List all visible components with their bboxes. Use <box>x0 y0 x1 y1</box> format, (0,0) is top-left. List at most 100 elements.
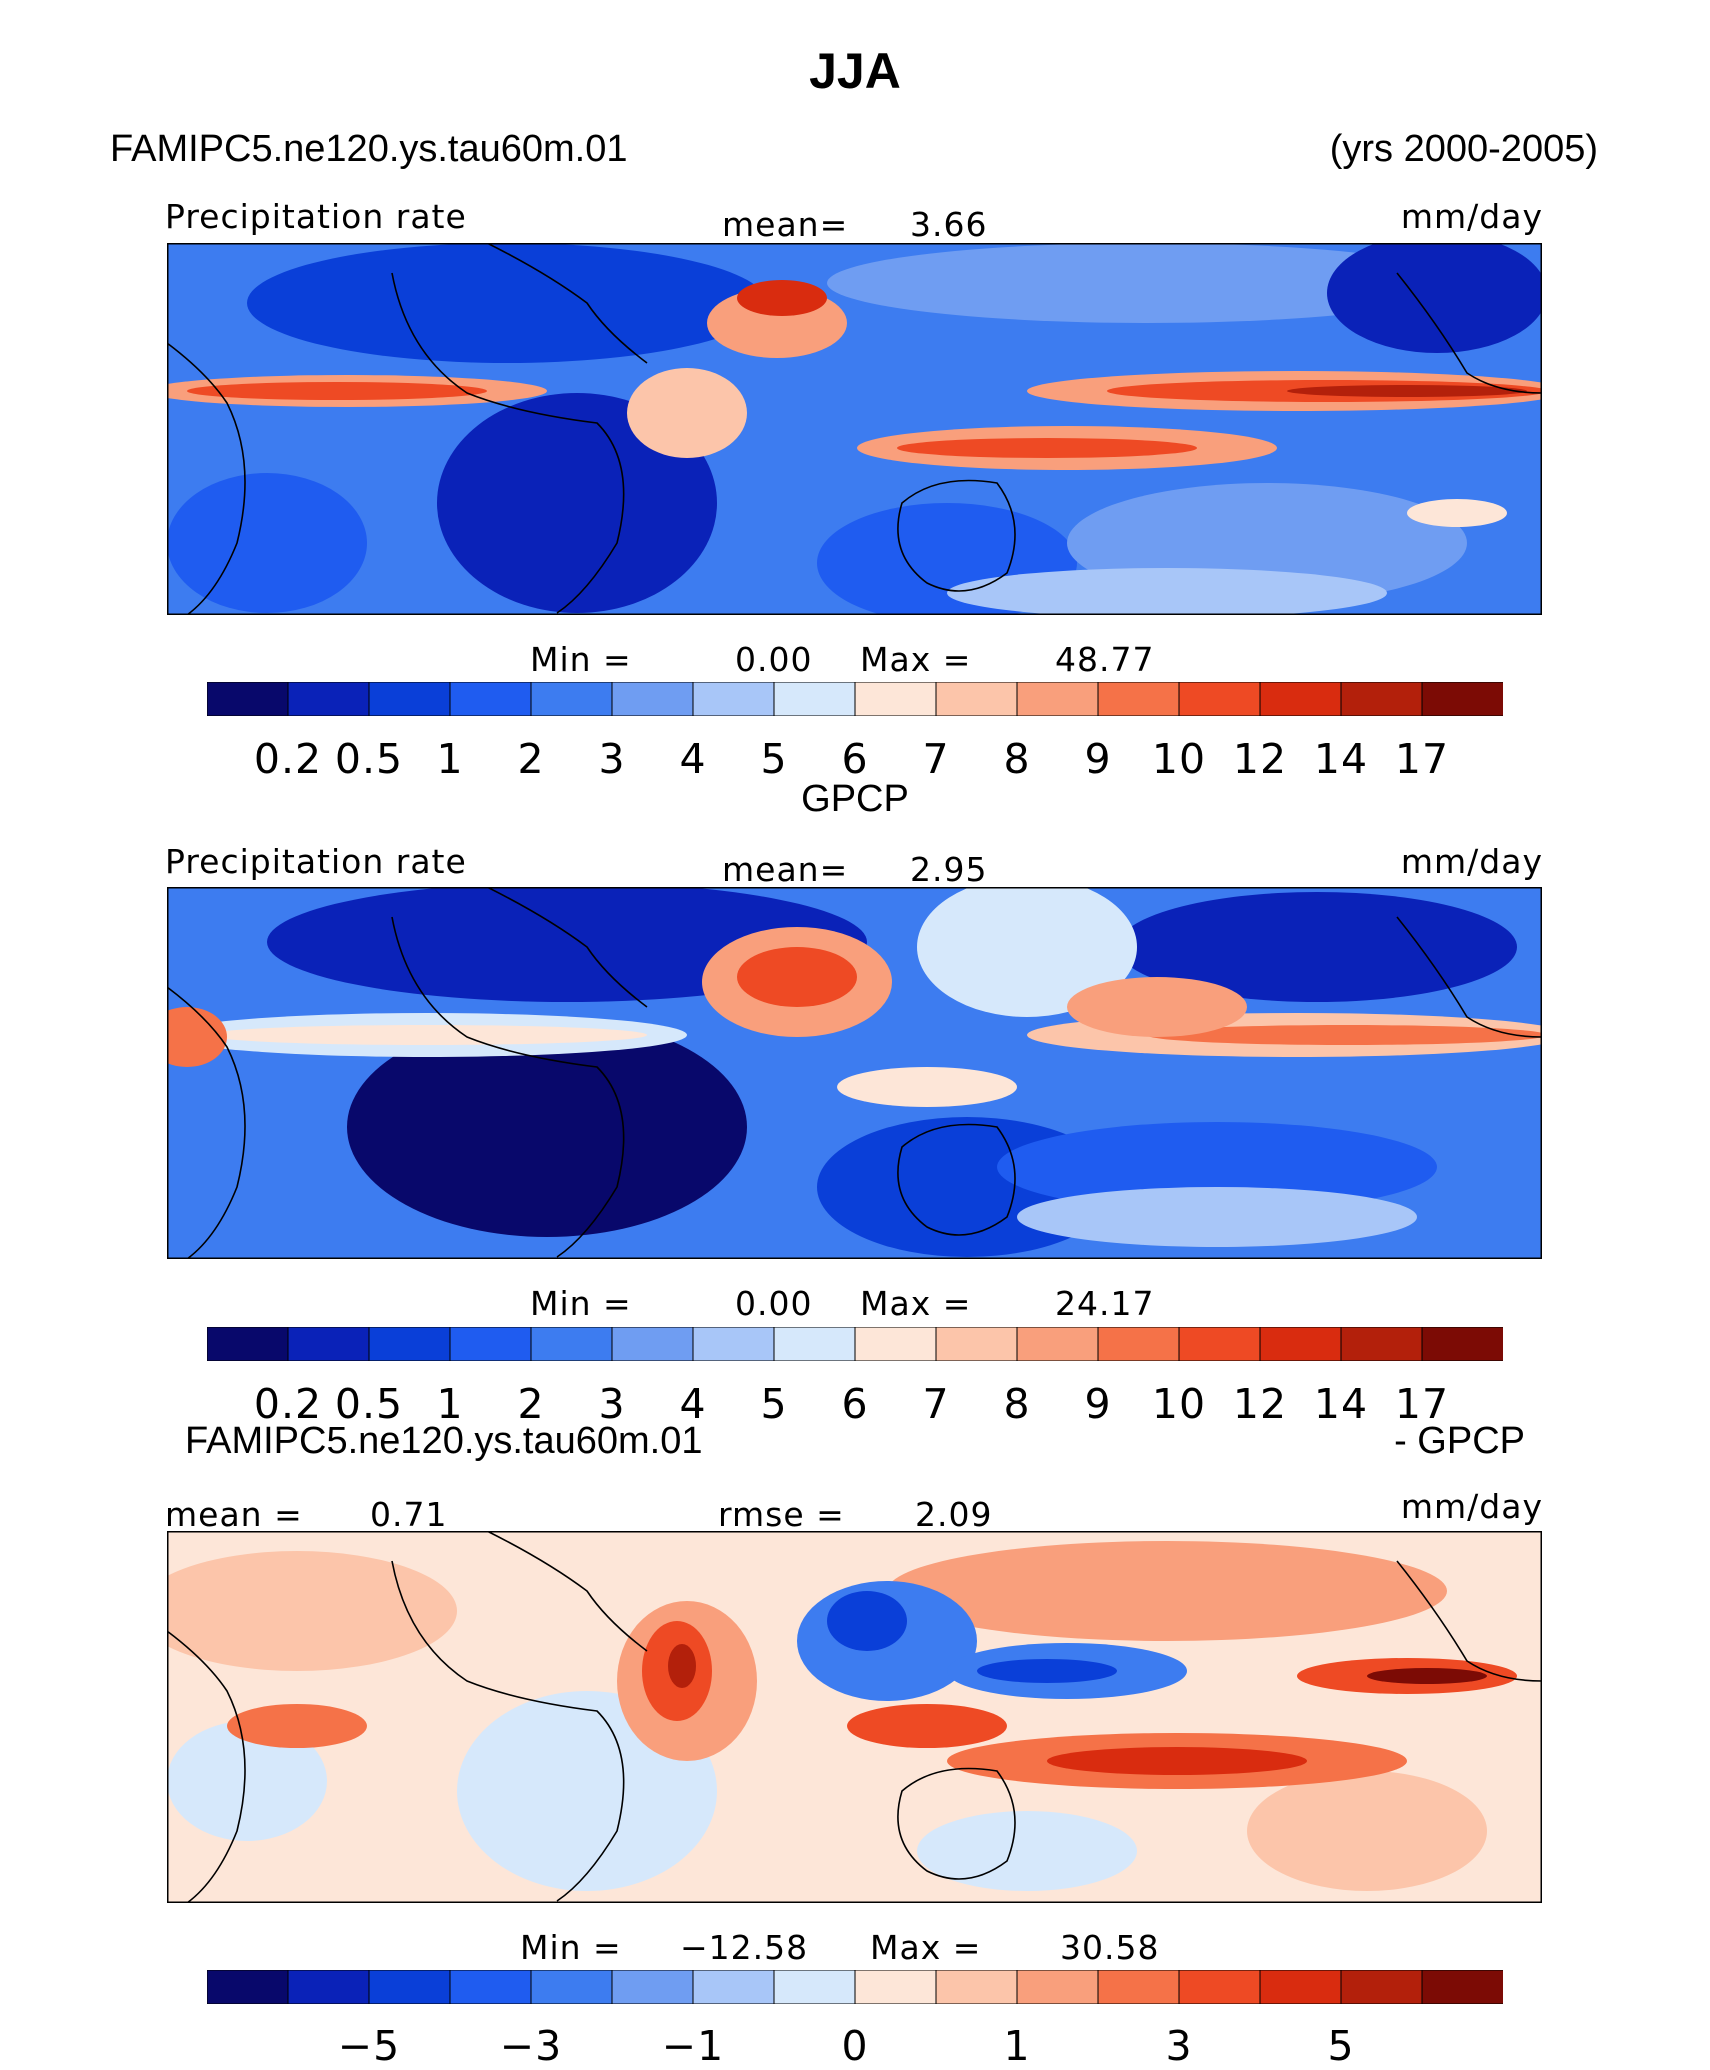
panel2-max-label: Max = <box>860 1284 972 1323</box>
panel3-units: mm/day <box>1400 1487 1543 1526</box>
panel2-colorbar <box>207 1327 1503 1361</box>
colorbar-swatch <box>1340 1327 1423 1361</box>
colorbar-swatch <box>692 682 775 716</box>
panel3-rmse-label: rmse = <box>718 1495 845 1534</box>
panel3-map <box>167 1531 1542 1903</box>
colorbar-tick-label: −5 <box>337 2022 401 2070</box>
panel1-units: mm/day <box>1400 197 1543 236</box>
colorbar-tick-label: 2 <box>517 1380 545 1428</box>
colorbar-tick-label: 3 <box>598 1380 626 1428</box>
panel1-max-value: 48.77 <box>1055 640 1155 679</box>
colorbar-tick-label: 1 <box>436 1380 464 1428</box>
panel1-colorbar <box>207 682 1503 716</box>
colorbar-swatch <box>207 1327 289 1361</box>
colorbar-swatch <box>1097 1327 1180 1361</box>
colorbar-tick-label: 0.2 <box>253 735 323 783</box>
colorbar-swatch <box>449 1327 532 1361</box>
colorbar-swatch <box>611 1970 694 2004</box>
panel2-max-value: 24.17 <box>1055 1284 1155 1323</box>
colorbar-tick-label: 0.5 <box>334 735 404 783</box>
colorbar-tick-label: 14 <box>1313 735 1369 783</box>
panel2-label: Precipitation rate <box>165 842 467 881</box>
colorbar-swatch <box>1097 1970 1180 2004</box>
colorbar-tick-label: 2 <box>517 735 545 783</box>
colorbar-swatch <box>935 1327 1018 1361</box>
colorbar-swatch <box>1259 1327 1342 1361</box>
colorbar-swatch <box>1097 682 1180 716</box>
colorbar-swatch <box>530 682 613 716</box>
panel1-max-label: Max = <box>860 640 972 679</box>
colorbar-swatch <box>207 682 289 716</box>
colorbar-swatch <box>935 682 1018 716</box>
panel3-mean-label: mean = <box>165 1495 303 1534</box>
colorbar-swatch <box>1340 1970 1423 2004</box>
colorbar-tick-label: 17 <box>1394 735 1450 783</box>
colorbar-swatch <box>773 682 856 716</box>
colorbar-swatch <box>1340 682 1423 716</box>
colorbar-tick-label: 10 <box>1151 735 1207 783</box>
colorbar-tick-label: 0.5 <box>334 1380 404 1428</box>
colorbar-swatch <box>530 1327 613 1361</box>
obs-name: GPCP <box>801 778 909 820</box>
colorbar-swatch <box>854 1970 937 2004</box>
years-label: (yrs 2000-2005) <box>1329 128 1598 170</box>
colorbar-swatch <box>287 682 370 716</box>
colorbar-tick-label: 9 <box>1084 1380 1112 1428</box>
colorbar-tick-label: 8 <box>1003 735 1031 783</box>
panel1-mean-value: 3.66 <box>910 205 988 244</box>
figure-title: JJA <box>809 43 901 99</box>
colorbar-tick-label: 0 <box>841 2022 869 2070</box>
panel3-max-label: Max = <box>870 1928 982 1967</box>
panel1-min-label: Min = <box>530 640 632 679</box>
colorbar-tick-label: 5 <box>1327 2022 1355 2070</box>
colorbar-swatch <box>287 1327 370 1361</box>
panel3-min-value: −12.58 <box>680 1928 809 1967</box>
colorbar-tick-label: 4 <box>679 1380 707 1428</box>
colorbar-swatch <box>1421 1327 1503 1361</box>
colorbar-tick-label: 9 <box>1084 735 1112 783</box>
colorbar-tick-label: 1 <box>1003 2022 1031 2070</box>
panel3-max-value: 30.58 <box>1060 1928 1160 1967</box>
colorbar-swatch <box>773 1970 856 2004</box>
panel2-mean-label: mean= <box>722 850 849 889</box>
colorbar-swatch <box>692 1327 775 1361</box>
colorbar-swatch <box>368 1327 451 1361</box>
colorbar-swatch <box>1016 1327 1099 1361</box>
colorbar-swatch <box>1016 1970 1099 2004</box>
colorbar-tick-label: 12 <box>1232 735 1288 783</box>
colorbar-swatch <box>611 682 694 716</box>
colorbar-tick-label: −3 <box>499 2022 563 2070</box>
panel2-mean-value: 2.95 <box>910 850 988 889</box>
colorbar-swatch <box>692 1970 775 2004</box>
colorbar-swatch <box>1259 682 1342 716</box>
colorbar-swatch <box>935 1970 1018 2004</box>
colorbar-tick-label: 3 <box>1165 2022 1193 2070</box>
panel2-min-value: 0.00 <box>735 1284 813 1323</box>
colorbar-swatch <box>449 1970 532 2004</box>
diff-left-title: FAMIPC5.ne120.ys.tau60m.01 <box>185 1420 703 1462</box>
colorbar-swatch <box>1421 1970 1503 2004</box>
colorbar-swatch <box>287 1970 370 2004</box>
colorbar-tick-label: 14 <box>1313 1380 1369 1428</box>
colorbar-tick-label: −1 <box>661 2022 725 2070</box>
panel1-mean-label: mean= <box>722 205 849 244</box>
colorbar-swatch <box>854 682 937 716</box>
panel3-min-label: Min = <box>520 1928 622 1967</box>
colorbar-swatch <box>368 1970 451 2004</box>
colorbar-swatch <box>611 1327 694 1361</box>
colorbar-swatch <box>1421 682 1503 716</box>
colorbar-tick-label: 7 <box>922 735 950 783</box>
case-name: FAMIPC5.ne120.ys.tau60m.01 <box>110 128 628 170</box>
colorbar-tick-label: 5 <box>760 735 788 783</box>
colorbar-tick-label: 0.2 <box>253 1380 323 1428</box>
colorbar-swatch <box>368 682 451 716</box>
colorbar-tick-label: 7 <box>922 1380 950 1428</box>
colorbar-tick-label: 17 <box>1394 1380 1450 1428</box>
colorbar-tick-label: 1 <box>436 735 464 783</box>
colorbar-swatch <box>530 1970 613 2004</box>
colorbar-swatch <box>1178 1970 1261 2004</box>
diff-right-title: - GPCP <box>1394 1420 1525 1462</box>
panel2-units: mm/day <box>1400 842 1543 881</box>
panel1-label: Precipitation rate <box>165 197 467 236</box>
colorbar-swatch <box>1016 682 1099 716</box>
